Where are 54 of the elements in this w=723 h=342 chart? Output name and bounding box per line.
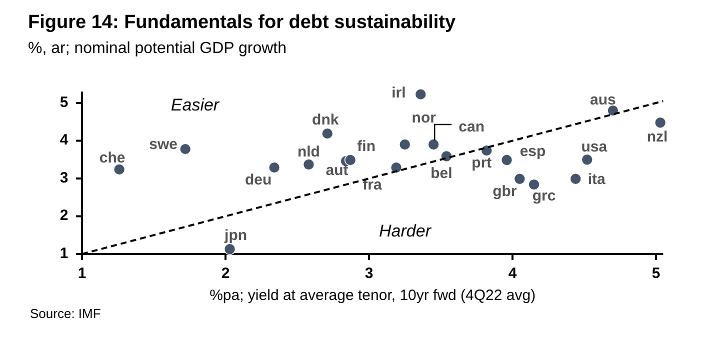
point [321, 128, 334, 140]
series-label: esp [520, 142, 546, 160]
series-label: aut [326, 162, 348, 180]
series-label: irl [392, 84, 406, 102]
series-label: can [458, 118, 485, 136]
annotation: Easier [170, 95, 220, 114]
series-label: nld [297, 144, 320, 160]
chart-title: Figure 14: Fundamentals for debt sustainability [28, 12, 456, 33]
series-label: jpn [224, 227, 248, 244]
series-label: bel [430, 165, 452, 182]
point [428, 138, 440, 150]
point [224, 243, 236, 255]
series-label: nor [412, 109, 436, 126]
point [113, 164, 126, 176]
series-label: nzl [646, 128, 668, 146]
annotation: Harder [379, 221, 432, 240]
point [654, 116, 666, 129]
x-tick-label: 4 [508, 265, 518, 282]
x-tick-label: 2 [221, 265, 230, 282]
y-tick-label: 1 [60, 244, 68, 262]
point [607, 104, 619, 116]
series-label: swe [149, 136, 178, 154]
x-tick-label: 5 [652, 265, 660, 282]
series-label: prt [472, 154, 492, 172]
point [414, 88, 427, 100]
chart-subtitle: %, ar; nominal potential GDP growth [28, 40, 286, 57]
point [179, 143, 192, 155]
series-label: fin [357, 138, 376, 155]
point [581, 154, 594, 166]
point [500, 154, 513, 166]
series-label: aus [590, 92, 616, 109]
x-tick-label: 1 [78, 265, 86, 282]
series-label: deu [244, 172, 272, 189]
x-axis-title: %pa; yield at average tenor, 10yr fwd (4Q22 avg) [210, 287, 536, 304]
point [514, 172, 526, 185]
series-label: usa [581, 138, 608, 156]
point [344, 154, 356, 166]
x-tick-label: 3 [364, 265, 374, 282]
series-label: ita [588, 170, 606, 188]
series-label: che [99, 149, 126, 166]
point [302, 158, 315, 170]
series-label: dnk [312, 112, 340, 129]
series-label: gbr [492, 182, 517, 200]
point [390, 162, 402, 174]
y-tick-label: 4 [60, 132, 69, 149]
point [570, 172, 582, 185]
series-label: grc [532, 188, 556, 205]
point [528, 178, 540, 190]
point [268, 162, 280, 174]
point [398, 138, 411, 150]
y-tick-label: 3 [60, 169, 68, 186]
y-tick-label: 2 [60, 207, 68, 224]
source-note: Source: IMF [30, 306, 101, 321]
y-tick-label: 5 [60, 94, 68, 111]
